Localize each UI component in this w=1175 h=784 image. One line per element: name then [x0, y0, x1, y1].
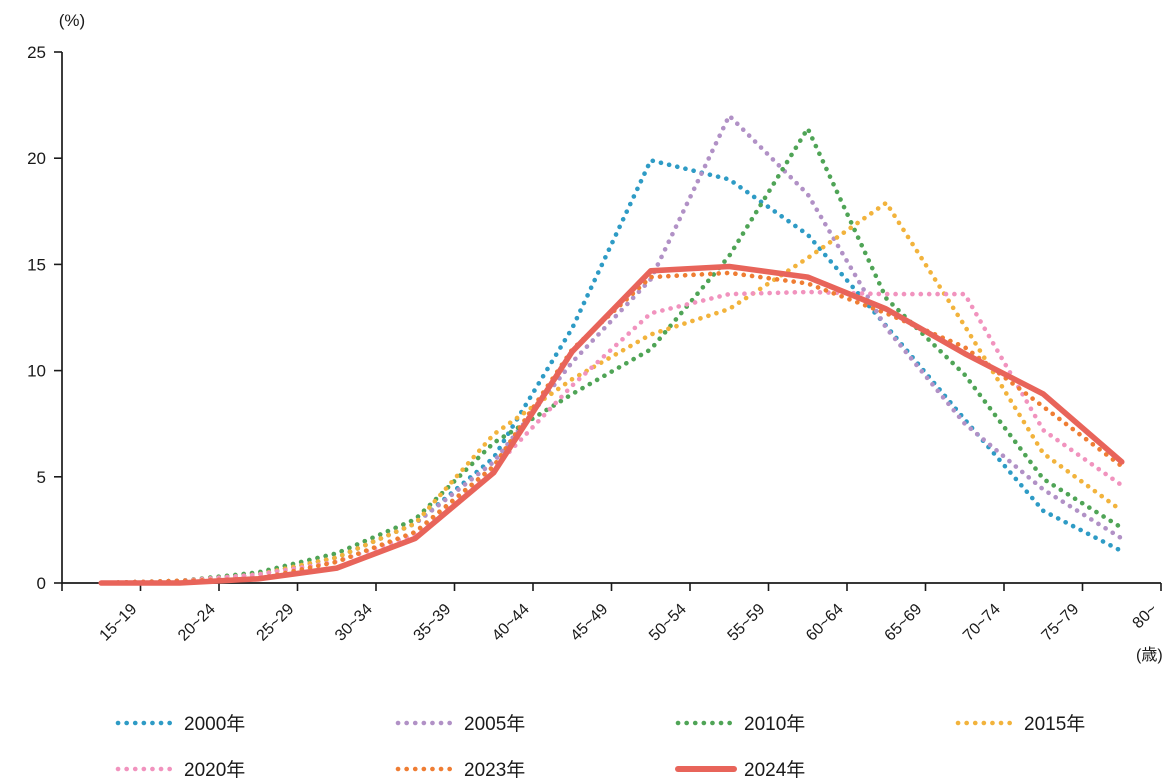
x-tick-label: 25~29 [254, 601, 298, 645]
x-tick-label: 60~64 [803, 601, 847, 645]
legend: 2000年 2005年 2010年 2015年 2020年 2023年 2024年 [115, 713, 1085, 781]
series-line-2000年 [98, 158, 1125, 586]
series-line-2024年 [98, 263, 1125, 586]
y-axis-unit-label: (%) [59, 11, 85, 30]
y-tick-label: 20 [27, 149, 46, 168]
legend-item: 2023年 [395, 759, 525, 781]
x-tick-label: 15~19 [97, 601, 141, 645]
y-tick-label: 15 [27, 255, 46, 274]
y-tick-label: 0 [37, 574, 46, 593]
series-line-2005年 [98, 113, 1125, 586]
series-line-2010年 [98, 126, 1125, 586]
series-line-2015年 [98, 200, 1125, 586]
y-axis: 0 5 10 15 20 25 [27, 43, 62, 593]
x-tick-label: 35~39 [411, 601, 455, 645]
series-line-2023年 [98, 270, 1125, 586]
legend-label: 2024年 [744, 759, 805, 781]
legend-label: 2015年 [1024, 713, 1085, 735]
y-tick-label: 10 [27, 362, 46, 381]
x-tick-label: 80~ [1130, 601, 1161, 632]
x-tick-label: 65~69 [882, 601, 926, 645]
series-line-2020年 [98, 289, 1125, 586]
legend-label: 2005年 [464, 713, 525, 735]
legend-label: 2023年 [464, 759, 525, 781]
y-tick-label: 25 [27, 43, 46, 62]
plot-series [98, 113, 1125, 586]
x-tick-label: 50~54 [646, 601, 690, 645]
legend-label: 2020年 [184, 759, 245, 781]
x-axis-unit-label: (歳) [1136, 646, 1163, 664]
legend-label: 2010年 [744, 713, 805, 735]
x-tick-label: 75~79 [1039, 601, 1083, 645]
legend-item: 2015年 [955, 713, 1085, 735]
legend-item: 2010年 [675, 713, 805, 735]
legend-item: 2024年 [675, 759, 805, 781]
x-tick-label: 20~24 [175, 601, 219, 645]
legend-item: 2020年 [115, 759, 245, 781]
legend-label: 2000年 [184, 713, 245, 735]
axis-lines [61, 52, 1161, 584]
x-tick-label: 55~59 [725, 601, 769, 645]
x-axis: 15~19 20~24 25~29 30~34 35~39 40~44 45~49 50~54… [61, 52, 1162, 645]
y-tick-label: 5 [37, 468, 46, 487]
x-tick-label: 40~44 [489, 601, 533, 645]
legend-item: 2000年 [115, 713, 245, 735]
legend-item: 2005年 [395, 713, 525, 735]
x-tick-label: 45~49 [568, 601, 612, 645]
x-tick-label: 30~34 [332, 601, 376, 645]
x-tick-label: 70~74 [960, 601, 1004, 645]
